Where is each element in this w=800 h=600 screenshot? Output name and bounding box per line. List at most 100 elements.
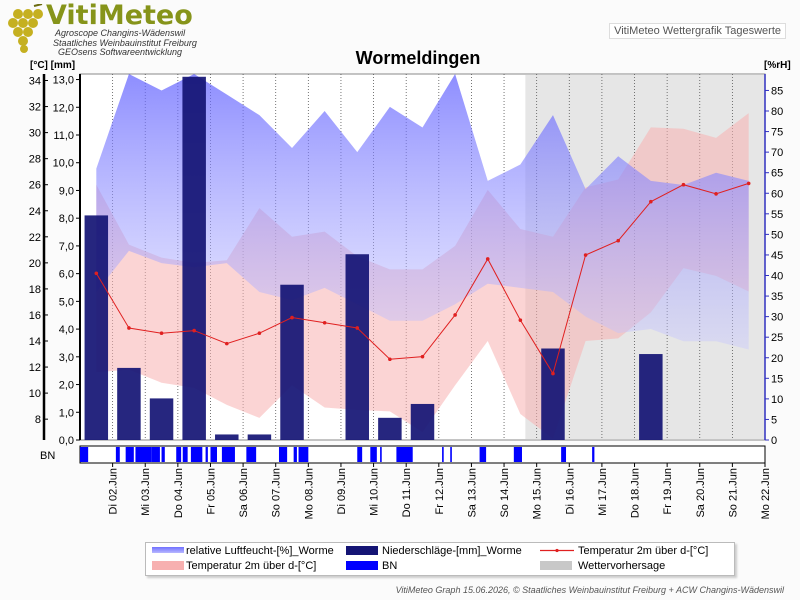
bn-segment	[298, 447, 309, 462]
bn-segment	[135, 447, 152, 462]
temperature-point	[322, 320, 327, 325]
precip-tick-label: 9,0	[59, 185, 74, 197]
logo-line-3: GEOsens Softwareentwicklung	[58, 47, 183, 57]
chart-title: Wormeldingen	[356, 48, 481, 68]
day-label: Di 09.Jun	[336, 468, 348, 514]
logo-grapes-icon	[8, 4, 43, 53]
legend-forecast-swatch	[540, 561, 572, 570]
precip-bar	[117, 367, 141, 440]
temperature-tick-label: 30	[29, 128, 41, 140]
bn-segment	[190, 447, 203, 462]
legend-temp-mean-label: Temperatur 2m über d-[°C]	[578, 545, 709, 557]
bn-segment	[161, 447, 165, 462]
bn-segment	[278, 447, 288, 462]
precip-bar	[182, 76, 206, 440]
bn-segment	[80, 447, 89, 462]
precip-bar	[215, 434, 239, 440]
day-label: Mo 15.Jun	[532, 468, 544, 519]
day-label: Sa 13.Jun	[466, 468, 478, 518]
precip-bar	[280, 284, 304, 440]
humidity-tick-label: 75	[771, 127, 783, 139]
bn-segment	[561, 447, 567, 462]
temperature-tick-label: 12	[29, 362, 41, 374]
humidity-tick-label: 20	[771, 353, 783, 365]
humidity-tick-label: 5	[771, 414, 777, 426]
temperature-tick-label: 32	[29, 102, 41, 114]
temperature-point	[290, 315, 294, 320]
humidity-tick-label: 80	[771, 106, 783, 118]
bn-segment	[205, 447, 208, 462]
bn-segment	[450, 447, 452, 462]
temperature-point	[616, 238, 621, 243]
footer-credit: VitiMeteo Graph 15.06.2026, © Staatliche…	[395, 585, 784, 595]
legend-precip-label: Niederschläge-[mm]_Worme	[382, 545, 522, 557]
legend-forecast-label: Wettervorhersage	[578, 560, 666, 572]
temperature-point	[681, 182, 686, 187]
humidity-tick-label: 85	[771, 85, 783, 97]
legend-temp-range-label: Temperatur 2m über d-[°C]	[186, 560, 317, 572]
bn-segment	[442, 447, 444, 462]
day-label: Di 16.Jun	[564, 468, 576, 514]
bn-segment	[125, 447, 134, 462]
precip-bar	[378, 417, 402, 440]
bn-segment	[592, 447, 595, 462]
day-label: Fr 12.Jun	[434, 468, 446, 514]
precip-bar	[639, 354, 663, 440]
precip-tick-label: 1,0	[59, 407, 74, 419]
temperature-point	[485, 257, 490, 261]
temperature-point	[551, 371, 555, 376]
precip-tick-label: 3,0	[59, 352, 74, 364]
precip-tick-label: 12,0	[53, 102, 74, 114]
temperature-tick-label: 18	[29, 284, 41, 296]
humidity-tick-label: 70	[771, 147, 783, 159]
temperature-point	[94, 271, 99, 276]
humidity-tick-label: 0	[771, 435, 777, 447]
day-label: Sa 20.Jun	[695, 468, 707, 518]
temperature-tick-label: 10	[29, 388, 41, 400]
temperature-point	[583, 253, 588, 257]
temperature-point	[453, 313, 457, 317]
temperature-tick-label: 14	[29, 336, 41, 348]
day-label: Fr 19.Jun	[662, 468, 674, 514]
bn-segment	[396, 447, 413, 462]
bn-segment	[479, 447, 487, 462]
day-label: So 21.Jun	[727, 468, 739, 518]
temperature-tick-label: 24	[29, 206, 41, 218]
bn-segment	[513, 447, 522, 462]
day-label: Mo 08.Jun	[303, 468, 315, 519]
precip-bar	[410, 403, 435, 440]
precip-bar	[149, 398, 174, 440]
precip-bar	[84, 215, 109, 440]
right-axis-units: [%rH]	[764, 60, 791, 71]
precip-tick-label: 4,0	[59, 324, 74, 336]
bn-segment	[357, 447, 363, 462]
bn-segment	[151, 447, 160, 462]
day-label: Fr 05.Jun	[205, 468, 217, 514]
precip-tick-label: 5,0	[59, 296, 74, 308]
temperature-point	[649, 199, 653, 204]
temperature-point	[127, 326, 131, 330]
temperature-tick-label: 26	[29, 180, 41, 192]
temperature-point	[257, 331, 262, 335]
temperature-tick-label: 34	[29, 76, 41, 88]
legend-temp-line-swatch	[540, 548, 574, 553]
day-label: Mi 03.Jun	[140, 468, 152, 516]
day-label: Di 02.Jun	[108, 468, 120, 514]
bn-segment	[370, 447, 377, 462]
day-label: Mo 22.Jun	[760, 468, 772, 519]
day-label: Do 18.Jun	[630, 468, 642, 518]
temperature-tick-label: 20	[29, 258, 41, 270]
temperature-tick-label: 16	[29, 310, 41, 322]
temperature-point	[746, 181, 751, 186]
weather-chart: Wormeldingen [°C] [mm] [%rH] 8 10 12 14 16 18 20 2…	[29, 48, 791, 519]
day-label: Do 04.Jun	[173, 468, 185, 518]
day-label: Sa 06.Jun	[238, 468, 250, 518]
humidity-range-band	[96, 74, 749, 350]
legend-bn-swatch	[346, 561, 378, 570]
bn-segment	[293, 447, 297, 462]
temperature-tick-label: 28	[29, 154, 41, 166]
precip-tick-label: 7,0	[59, 241, 74, 253]
bn-strip-label: BN	[40, 450, 55, 462]
legend-bn-label: BN	[382, 560, 398, 572]
